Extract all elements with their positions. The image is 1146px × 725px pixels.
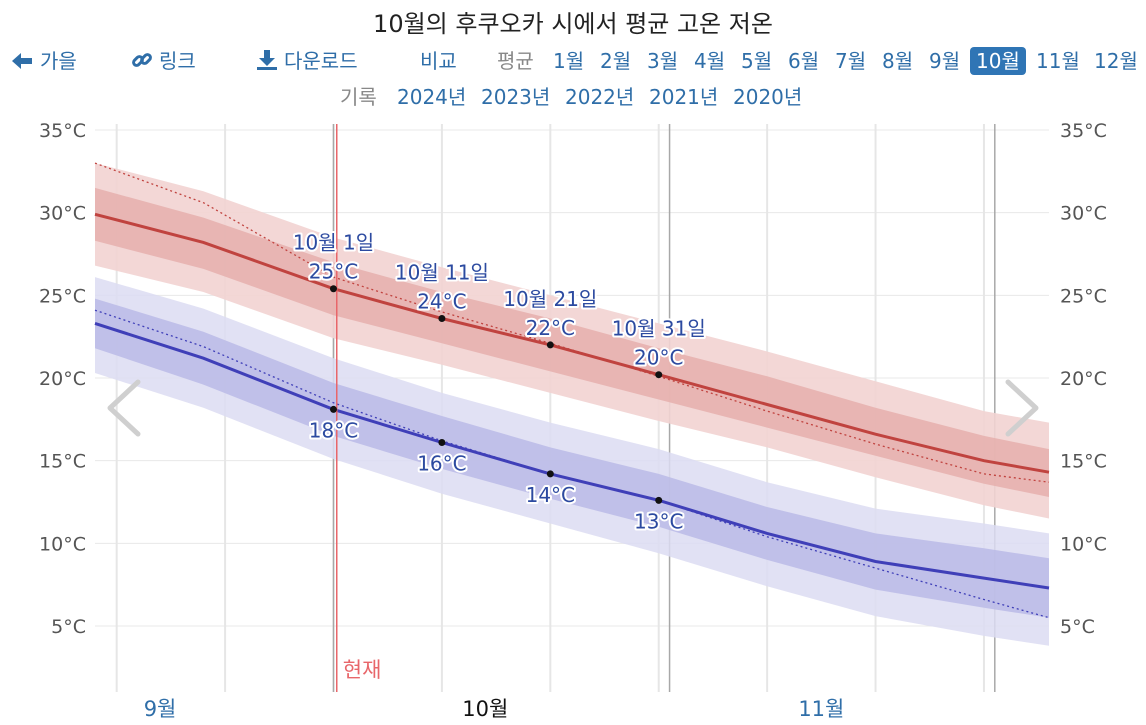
download-label: 다운로드 — [284, 49, 358, 73]
high-trend-line — [94, 162, 1050, 483]
low-value-label: 13°C — [634, 509, 683, 533]
y-tick-right: 25°C — [1060, 285, 1107, 307]
average-label: 평균 — [497, 49, 534, 73]
month-tab-5[interactable]: 5월 — [741, 49, 773, 73]
month-tab-1[interactable]: 1월 — [553, 49, 585, 73]
x-month-label: 11월 — [798, 697, 844, 721]
month-tab-7[interactable]: 7월 — [835, 49, 867, 73]
date-label: 10월 11일 — [395, 260, 489, 284]
low-point — [330, 405, 337, 413]
month-tab-2[interactable]: 2월 — [600, 49, 632, 73]
low-point — [655, 496, 663, 504]
year-link-2020[interactable]: 2020년 — [733, 85, 803, 109]
year-link-2021[interactable]: 2021년 — [649, 85, 719, 109]
y-tick-left: 10°C — [39, 533, 86, 555]
link-label: 링크 — [159, 49, 196, 73]
annotation-labels: 10월 1일 25°C 18°C 10월 11일 24°C 16°C 10월 21일 22°C… — [291, 229, 708, 536]
month-tab-6[interactable]: 6월 — [788, 49, 820, 73]
back-label: 가을 — [40, 49, 77, 73]
month-tab-4[interactable]: 4월 — [694, 49, 726, 73]
series-lines — [94, 162, 1050, 619]
high-value-label: 24°C — [417, 289, 466, 313]
high-value-label: 20°C — [634, 346, 683, 370]
y-tick-right: 5°C — [1060, 616, 1095, 638]
y-tick-left: 35°C — [39, 120, 86, 142]
chevron-left-icon — [107, 379, 141, 437]
annotation-points — [330, 285, 663, 504]
low-point — [546, 470, 554, 478]
y-tick-left: 5°C — [51, 616, 86, 638]
link-icon — [132, 53, 152, 67]
year-link-2024[interactable]: 2024년 — [397, 85, 467, 109]
high-line — [94, 212, 1050, 474]
now-label: 현재 — [343, 658, 382, 682]
high-value-label: 22°C — [526, 316, 575, 340]
download-icon — [257, 50, 277, 70]
y-tick-left: 25°C — [39, 285, 86, 307]
link-button[interactable]: 링크 — [131, 46, 196, 76]
x-month-label: 10월 — [462, 697, 508, 721]
low-point — [438, 438, 446, 446]
date-label: 10월 31일 — [612, 317, 706, 341]
high-band-inner — [95, 187, 1049, 497]
low-value-label: 18°C — [309, 418, 358, 442]
high-point — [546, 341, 554, 349]
y-axis: 5°C 5°C 10°C 10°C 15°C 15°C 20°C 20°C 25°C 25°C 30… — [39, 120, 1107, 638]
y-tick-right: 15°C — [1060, 451, 1107, 473]
low-band-inner — [95, 298, 1049, 618]
low-value-label: 14°C — [526, 483, 575, 507]
y-tick-right: 30°C — [1060, 203, 1107, 225]
x-month-label: 9월 — [144, 697, 177, 721]
year-link-2023[interactable]: 2023년 — [481, 85, 551, 109]
download-button[interactable]: 다운로드 — [256, 46, 358, 76]
high-value-label: 25°C — [309, 260, 358, 284]
now-marker: 현재 — [336, 124, 382, 692]
month-tab-10[interactable]: 10월 — [970, 47, 1026, 75]
y-tick-left: 15°C — [39, 451, 86, 473]
month-tab-9[interactable]: 9월 — [929, 49, 961, 73]
high-point — [438, 314, 446, 322]
month-tab-3[interactable]: 3월 — [647, 49, 679, 73]
high-point — [655, 371, 663, 379]
bands — [95, 163, 1049, 646]
y-tick-right: 20°C — [1060, 368, 1107, 390]
high-point — [330, 285, 337, 293]
chevron-right-icon — [1005, 379, 1039, 437]
low-value-label: 16°C — [417, 451, 466, 475]
page-title: 10월의 후쿠오카 시에서 평균 고온 저온 — [373, 10, 773, 38]
year-link-2022[interactable]: 2022년 — [565, 85, 635, 109]
records-label: 기록 — [340, 85, 377, 109]
date-label: 10월 21일 — [503, 287, 597, 311]
month-tab-11[interactable]: 11월 — [1036, 49, 1080, 73]
y-tick-left: 20°C — [39, 368, 86, 390]
y-tick-right: 10°C — [1060, 533, 1107, 555]
month-tab-12[interactable]: 12월 — [1094, 49, 1138, 73]
arrow-left-icon — [12, 53, 32, 69]
y-tick-right: 35°C — [1060, 120, 1107, 142]
x-axis: 9월 10월 11월 — [144, 697, 845, 721]
month-tab-8[interactable]: 8월 — [882, 49, 914, 73]
date-label: 10월 1일 — [293, 231, 374, 255]
y-tick-left: 30°C — [39, 203, 86, 225]
low-line — [94, 321, 1050, 590]
back-button[interactable]: 가을 — [10, 46, 77, 76]
prev-arrow[interactable] — [107, 379, 141, 437]
next-arrow[interactable] — [1005, 379, 1039, 437]
compare-button[interactable]: 비교 — [420, 49, 457, 73]
